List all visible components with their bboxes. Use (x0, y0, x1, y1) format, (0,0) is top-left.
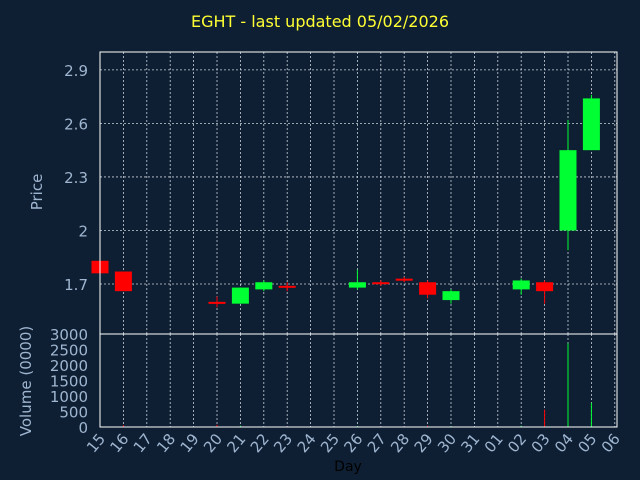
grid (99, 52, 617, 427)
x-tick-label: 04 (551, 430, 577, 456)
price-tick-label: 2.6 (64, 115, 88, 133)
x-tick-label: 17 (130, 430, 156, 456)
price-panel (91, 94, 600, 308)
x-tick-label: 29 (411, 430, 437, 456)
volume-tick-label: 1000 (50, 388, 88, 406)
x-tick-label: 02 (504, 430, 530, 456)
candle-body (114, 271, 132, 292)
x-tick-label: 16 (106, 430, 132, 456)
x-tick-label: 01 (481, 430, 507, 456)
x-tick-label: 26 (340, 430, 366, 456)
candle-body (512, 280, 530, 290)
x-tick-label: 20 (200, 430, 226, 456)
volume-axis-label: Volume (0000) (17, 326, 35, 436)
volume-panel (99, 343, 592, 427)
candle-body (278, 285, 296, 288)
candle-body (255, 282, 273, 290)
x-tick-label: 24 (294, 430, 320, 456)
candle-body (395, 278, 413, 281)
price-tick-label: 2.3 (64, 169, 88, 187)
x-axis-label: Day (334, 459, 362, 475)
candle-body (582, 98, 600, 151)
volume-tick-label: 0 (78, 419, 88, 437)
volume-tick-label: 1500 (50, 373, 88, 391)
candle-body (208, 301, 226, 304)
price-tick-label: 1.7 (64, 276, 88, 294)
x-tick-label: 31 (457, 430, 483, 456)
x-tick-label: 05 (574, 430, 600, 456)
axes: 1.722.32.62.9050010001500200025003000151… (50, 62, 624, 456)
plot-border (99, 51, 618, 428)
price-tick-label: 2 (78, 222, 88, 240)
x-tick-label: 22 (247, 430, 273, 456)
candle-body (419, 282, 437, 295)
price-axis-label: Price (28, 174, 46, 211)
volume-tick-label: 3000 (50, 326, 88, 344)
candle-body (231, 287, 249, 304)
plot-frame (99, 51, 618, 428)
candle-body (372, 282, 390, 285)
candle-body (348, 282, 366, 288)
candle-body (559, 150, 577, 231)
x-tick-label: 18 (153, 430, 179, 456)
x-tick-label: 27 (364, 430, 390, 456)
x-tick-label: 06 (598, 430, 624, 456)
x-tick-label: 28 (387, 430, 413, 456)
x-tick-label: 23 (270, 430, 296, 456)
x-tick-label: 19 (177, 430, 203, 456)
candle-body (536, 282, 554, 292)
volume-tick-label: 2000 (50, 357, 88, 375)
x-tick-label: 03 (528, 430, 554, 456)
candle-body (442, 291, 460, 301)
x-tick-label: 21 (223, 430, 249, 456)
volume-tick-label: 500 (59, 404, 88, 422)
volume-tick-label: 2500 (50, 342, 88, 360)
price-tick-label: 2.9 (64, 62, 88, 80)
x-tick-label: 25 (317, 430, 343, 456)
x-tick-label: 30 (434, 430, 460, 456)
chart-title: EGHT - last updated 05/02/2026 (190, 12, 450, 31)
